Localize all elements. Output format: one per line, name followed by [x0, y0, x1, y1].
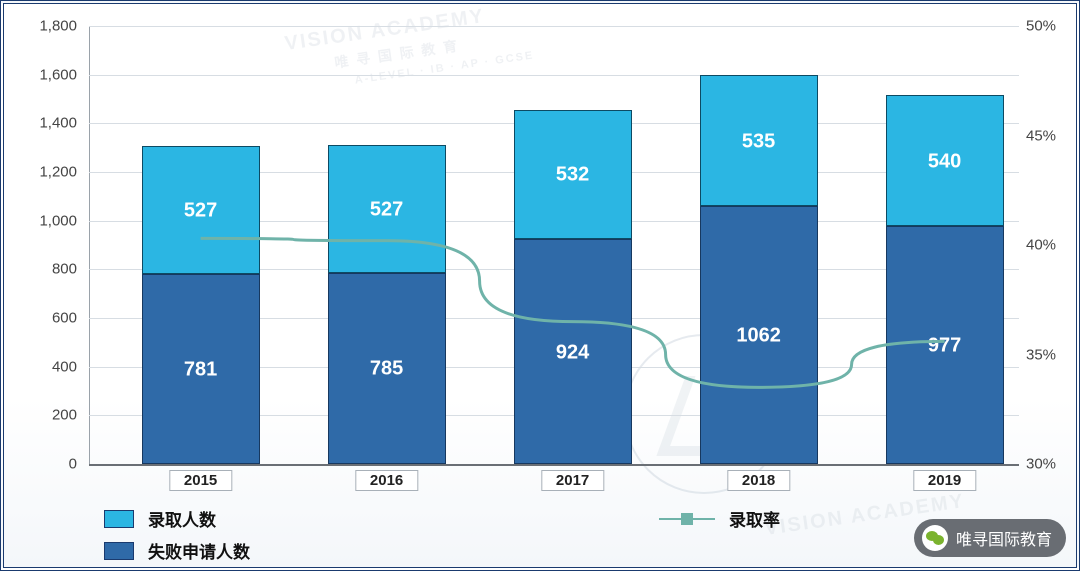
ytick-left: 600: [7, 310, 77, 327]
legend-swatch-rate: [659, 510, 715, 528]
legend-swatch-fail: [104, 542, 134, 560]
legend-item-rate: 录取率: [659, 506, 780, 531]
bar-segment-admit: 535: [700, 75, 818, 205]
bar-segment-fail: 924: [514, 239, 632, 464]
bar-segment-admit: 527: [328, 145, 446, 273]
chart-plot-area: 781 527 785 527 924 532 1062 535 977 540: [89, 26, 1019, 464]
ytick-right: 50%: [1026, 18, 1076, 35]
bar-value-admit: 535: [701, 130, 817, 153]
x-axis-line: [89, 464, 1019, 466]
bar-value-fail: 781: [143, 358, 259, 381]
chart-frame: VISION ACADEMY 唯 寻 国 际 教 育 A-LEVEL · IB …: [0, 0, 1080, 571]
legend-label: 录取率: [729, 506, 780, 531]
x-axis-label: 2016: [355, 470, 418, 491]
bar-segment-fail: 1062: [700, 206, 818, 464]
x-axis-label: 2019: [913, 470, 976, 491]
y-axis-right: 30%35%40%45%50%: [1016, 26, 1076, 464]
ytick-left: 1,000: [7, 212, 77, 229]
bar-value-admit: 532: [515, 164, 631, 187]
grid-line: [89, 75, 1019, 76]
y-axis-left: 02004006008001,0001,2001,4001,6001,800: [4, 26, 89, 464]
bar-segment-admit: 532: [514, 110, 632, 239]
ytick-left: 1,800: [7, 18, 77, 35]
wechat-attribution-pill[interactable]: 唯寻国际教育: [914, 519, 1066, 557]
bar-value-fail: 1062: [701, 324, 817, 347]
legend-item-admit: 录取人数: [104, 506, 216, 531]
x-axis-labels: 2015 2016 2017 2018 2019: [89, 470, 1019, 492]
ytick-right: 35%: [1026, 346, 1076, 363]
bar-segment-fail: 785: [328, 273, 446, 464]
x-axis-label: 2018: [727, 470, 790, 491]
ytick-right: 40%: [1026, 237, 1076, 254]
ytick-right: 45%: [1026, 127, 1076, 144]
legend-item-fail: 失败申请人数: [104, 538, 250, 563]
wechat-label: 唯寻国际教育: [956, 526, 1052, 550]
bar-value-fail: 785: [329, 358, 445, 381]
x-axis-label: 2015: [169, 470, 232, 491]
legend-label: 失败申请人数: [148, 538, 250, 563]
ytick-left: 0: [7, 456, 77, 473]
ytick-left: 400: [7, 358, 77, 375]
legend-swatch-admit: [104, 510, 134, 528]
bar-segment-fail: 977: [886, 226, 1004, 464]
bar-segment-admit: 540: [886, 95, 1004, 226]
bar-value-fail: 924: [515, 341, 631, 364]
ytick-right: 30%: [1026, 456, 1076, 473]
chart-legend: 录取人数 失败申请人数 录取率: [59, 504, 1039, 564]
ytick-left: 1,400: [7, 115, 77, 132]
x-axis-label: 2017: [541, 470, 604, 491]
bar-segment-admit: 527: [142, 146, 260, 274]
bar-value-admit: 527: [329, 198, 445, 221]
ytick-left: 200: [7, 407, 77, 424]
ytick-left: 1,200: [7, 164, 77, 181]
wechat-icon: [922, 525, 948, 551]
bar-value-admit: 540: [887, 150, 1003, 173]
bar-value-fail: 977: [887, 335, 1003, 358]
grid-line: [89, 26, 1019, 27]
ytick-left: 1,600: [7, 66, 77, 83]
bar-value-admit: 527: [143, 199, 259, 222]
bar-segment-fail: 781: [142, 274, 260, 464]
ytick-left: 800: [7, 261, 77, 278]
legend-label: 录取人数: [148, 506, 216, 531]
